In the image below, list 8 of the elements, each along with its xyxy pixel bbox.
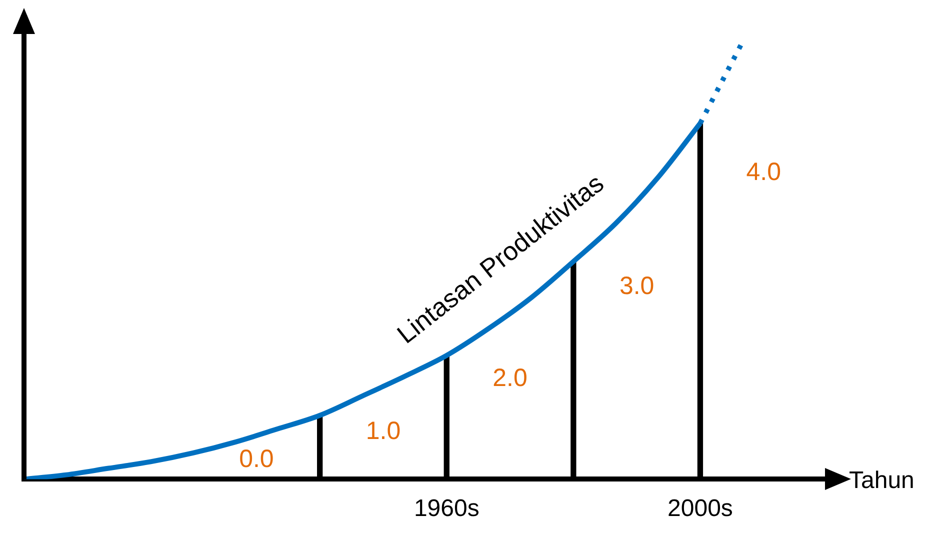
annotation: 1.0 [366, 417, 401, 446]
x-tick-label: 2000s [668, 495, 733, 522]
annotation: 0.0 [239, 444, 274, 473]
x-axis-title: Tahun [849, 466, 914, 494]
annotation: 2.0 [492, 364, 528, 392]
annotation: 3.0 [619, 272, 654, 300]
annotation: 4.0 [746, 158, 781, 186]
x-tick-label: 1960s [414, 495, 480, 522]
